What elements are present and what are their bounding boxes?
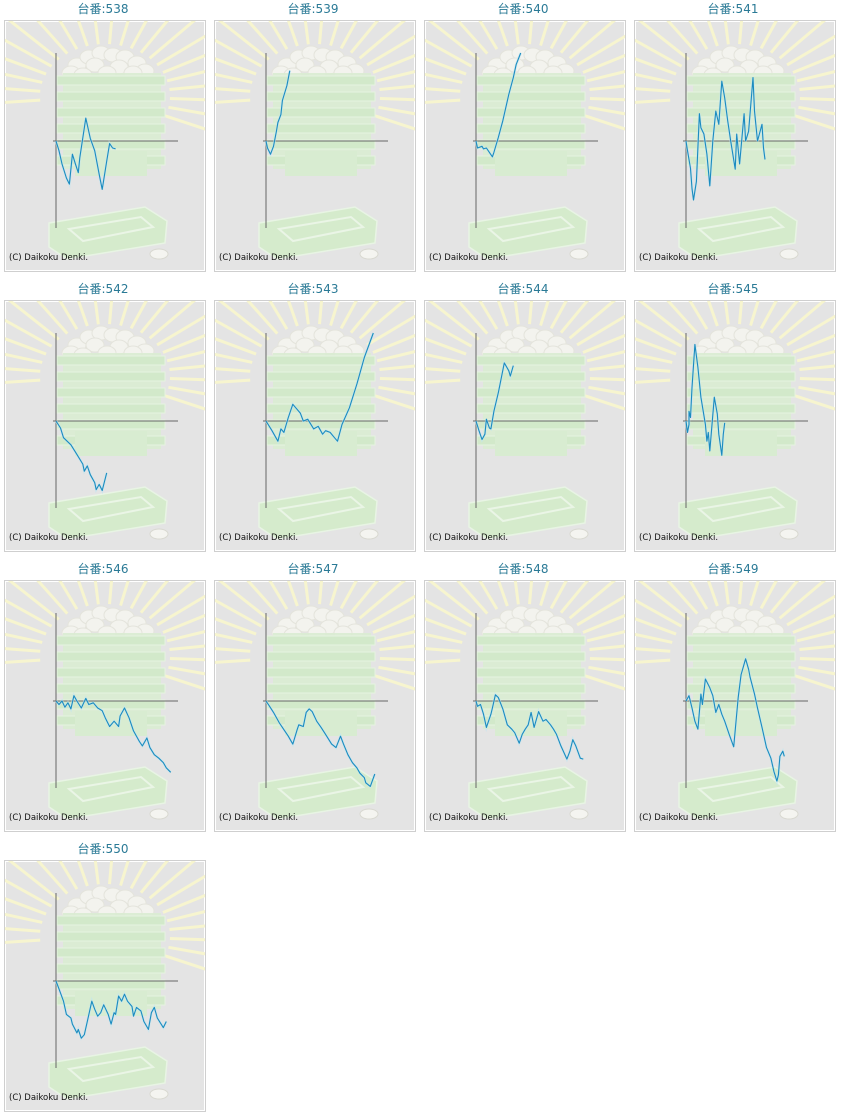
background-illustration [5, 21, 205, 259]
machine-graph: 台番:545 (C) Daikoku Denki. [630, 280, 840, 560]
graph-panel: (C) Daikoku Denki. [424, 580, 626, 832]
background-illustration [425, 301, 625, 539]
background-illustration [635, 581, 835, 819]
line-chart [5, 21, 205, 271]
copyright-text: (C) Daikoku Denki. [9, 813, 88, 823]
machine-number-title: 台番:546 [0, 561, 206, 577]
copyright-text: (C) Daikoku Denki. [429, 533, 508, 543]
graph-panel: (C) Daikoku Denki. [634, 580, 836, 832]
machine-number-title: 台番:541 [630, 1, 836, 17]
background-illustration [215, 21, 415, 259]
machine-graph: 台番:548 (C) Daikoku Denki. [420, 560, 630, 840]
machine-number-title: 台番:542 [0, 281, 206, 297]
line-chart [635, 21, 835, 271]
graph-panel: (C) Daikoku Denki. [634, 20, 836, 272]
line-chart [5, 301, 205, 551]
graph-panel: (C) Daikoku Denki. [4, 860, 206, 1112]
machine-number-title: 台番:549 [630, 561, 836, 577]
copyright-text: (C) Daikoku Denki. [639, 253, 718, 263]
line-chart [635, 301, 835, 551]
machine-graph: 台番:543 (C) Daikoku Denki. [210, 280, 420, 560]
graph-panel: (C) Daikoku Denki. [4, 300, 206, 552]
line-chart [425, 301, 625, 551]
copyright-text: (C) Daikoku Denki. [9, 253, 88, 263]
copyright-text: (C) Daikoku Denki. [639, 813, 718, 823]
copyright-text: (C) Daikoku Denki. [429, 253, 508, 263]
machine-graph: 台番:538 (C) Daikoku Denki. [0, 0, 210, 280]
copyright-text: (C) Daikoku Denki. [429, 813, 508, 823]
machine-number-title: 台番:543 [210, 281, 416, 297]
background-illustration [5, 581, 205, 819]
graph-panel: (C) Daikoku Denki. [214, 580, 416, 832]
graph-panel: (C) Daikoku Denki. [424, 300, 626, 552]
line-chart [425, 581, 625, 831]
machine-graph: 台番:550 (C) Daikoku Denki. [0, 840, 210, 1120]
copyright-text: (C) Daikoku Denki. [9, 1093, 88, 1103]
machine-graph: 台番:547 (C) Daikoku Denki. [210, 560, 420, 840]
background-illustration [215, 581, 415, 819]
machine-number-title: 台番:539 [210, 1, 416, 17]
copyright-text: (C) Daikoku Denki. [219, 813, 298, 823]
copyright-text: (C) Daikoku Denki. [639, 533, 718, 543]
graph-panel: (C) Daikoku Denki. [4, 580, 206, 832]
machine-graph: 台番:539 (C) Daikoku Denki. [210, 0, 420, 280]
graph-panel: (C) Daikoku Denki. [424, 20, 626, 272]
machine-number-title: 台番:548 [420, 561, 626, 577]
machine-number-title: 台番:544 [420, 281, 626, 297]
background-illustration [635, 21, 835, 259]
machine-number-title: 台番:547 [210, 561, 416, 577]
line-chart [215, 301, 415, 551]
background-illustration [215, 301, 415, 539]
copyright-text: (C) Daikoku Denki. [219, 253, 298, 263]
graph-panel: (C) Daikoku Denki. [214, 20, 416, 272]
background-illustration [425, 21, 625, 259]
copyright-text: (C) Daikoku Denki. [219, 533, 298, 543]
machine-graph: 台番:549 (C) Daikoku Denki. [630, 560, 840, 840]
copyright-text: (C) Daikoku Denki. [9, 533, 88, 543]
background-illustration [5, 301, 205, 539]
graph-panel: (C) Daikoku Denki. [634, 300, 836, 552]
background-illustration [425, 581, 625, 819]
machine-graph: 台番:546 (C) Daikoku Denki. [0, 560, 210, 840]
line-chart [5, 581, 205, 831]
background-illustration [5, 861, 205, 1099]
machine-number-title: 台番:550 [0, 841, 206, 857]
line-chart [215, 21, 415, 271]
graph-panel: (C) Daikoku Denki. [214, 300, 416, 552]
machine-graph: 台番:541 (C) Daikoku Denki. [630, 0, 840, 280]
machine-graph: 台番:542 (C) Daikoku Denki. [0, 280, 210, 560]
line-chart [635, 581, 835, 831]
line-chart [215, 581, 415, 831]
machine-number-title: 台番:540 [420, 1, 626, 17]
graph-panel: (C) Daikoku Denki. [4, 20, 206, 272]
machine-graph: 台番:540 (C) Daikoku Denki. [420, 0, 630, 280]
machine-number-title: 台番:538 [0, 1, 206, 17]
line-chart [425, 21, 625, 271]
machine-graph: 台番:544 (C) Daikoku Denki. [420, 280, 630, 560]
machine-number-title: 台番:545 [630, 281, 836, 297]
background-illustration [635, 301, 835, 539]
line-chart [5, 861, 205, 1111]
